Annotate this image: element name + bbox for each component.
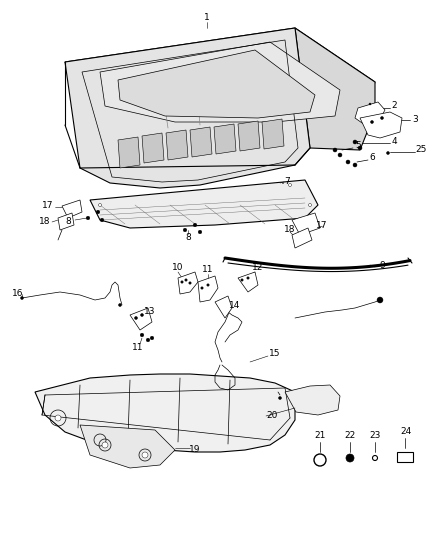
Polygon shape [65,28,375,130]
Circle shape [150,336,154,340]
Circle shape [353,140,357,144]
Polygon shape [166,130,188,160]
Text: 24: 24 [400,427,412,437]
Text: 19: 19 [189,446,201,455]
Polygon shape [292,213,320,235]
Text: 3: 3 [412,116,418,125]
Polygon shape [360,112,402,138]
Polygon shape [198,276,218,302]
Circle shape [102,442,108,448]
Circle shape [377,297,383,303]
Text: 2: 2 [391,101,397,110]
Polygon shape [118,50,315,118]
Polygon shape [80,425,175,468]
Text: 1: 1 [204,13,210,22]
Polygon shape [118,137,140,168]
Text: 5: 5 [355,141,361,150]
Circle shape [338,153,342,157]
Text: 11: 11 [132,343,144,352]
Polygon shape [262,119,284,149]
Polygon shape [90,180,318,228]
Polygon shape [58,213,74,230]
Text: 11: 11 [202,265,214,274]
Circle shape [279,397,282,400]
Circle shape [371,120,374,124]
Text: 13: 13 [144,308,156,317]
Circle shape [189,282,191,284]
Text: 8: 8 [185,233,191,243]
Polygon shape [285,385,340,415]
Text: 10: 10 [172,263,184,272]
Circle shape [21,296,24,300]
Circle shape [96,210,100,214]
Polygon shape [178,272,198,294]
Circle shape [99,204,102,206]
Text: 9: 9 [379,262,385,271]
Circle shape [86,216,90,220]
Polygon shape [35,374,295,452]
Circle shape [141,313,144,317]
Polygon shape [100,42,340,122]
Circle shape [381,117,384,119]
Bar [397,452,413,462]
Circle shape [181,281,183,283]
Circle shape [183,228,187,232]
Circle shape [201,287,203,289]
Polygon shape [355,102,385,125]
Circle shape [119,303,121,306]
Polygon shape [238,272,258,292]
Polygon shape [215,296,232,318]
Circle shape [198,230,202,234]
Text: 20: 20 [266,410,278,419]
Text: 25: 25 [415,146,427,155]
Circle shape [100,218,104,222]
Text: 22: 22 [344,432,356,440]
Circle shape [369,103,371,105]
Circle shape [333,148,337,152]
Circle shape [346,454,354,462]
Text: 6: 6 [369,154,375,163]
Polygon shape [190,127,212,157]
Text: 18: 18 [284,225,296,235]
Polygon shape [292,228,312,248]
Circle shape [308,204,311,206]
Text: 18: 18 [39,217,51,227]
Polygon shape [214,124,236,154]
Circle shape [185,279,187,281]
Circle shape [386,151,389,155]
Circle shape [346,160,350,164]
Circle shape [142,452,148,458]
Text: 17: 17 [42,201,54,211]
Text: 4: 4 [391,136,397,146]
Circle shape [146,338,150,342]
Circle shape [193,223,197,227]
Circle shape [289,183,292,187]
Circle shape [353,163,357,167]
Polygon shape [295,28,375,150]
Text: 21: 21 [314,432,326,440]
Circle shape [207,284,209,286]
Circle shape [140,333,144,337]
Circle shape [241,279,243,281]
Text: 15: 15 [269,349,281,358]
Text: 17: 17 [316,222,328,230]
Circle shape [55,415,61,421]
Circle shape [247,277,249,279]
Circle shape [358,146,362,150]
Polygon shape [65,28,310,188]
Text: 16: 16 [12,288,24,297]
Text: 14: 14 [230,301,241,310]
Polygon shape [130,308,152,330]
Text: 23: 23 [369,432,381,440]
Polygon shape [62,200,82,218]
Polygon shape [238,121,260,151]
Text: 12: 12 [252,263,264,272]
Text: 7: 7 [284,176,290,185]
Polygon shape [142,133,164,163]
Circle shape [134,317,138,319]
Text: 8: 8 [65,217,71,227]
